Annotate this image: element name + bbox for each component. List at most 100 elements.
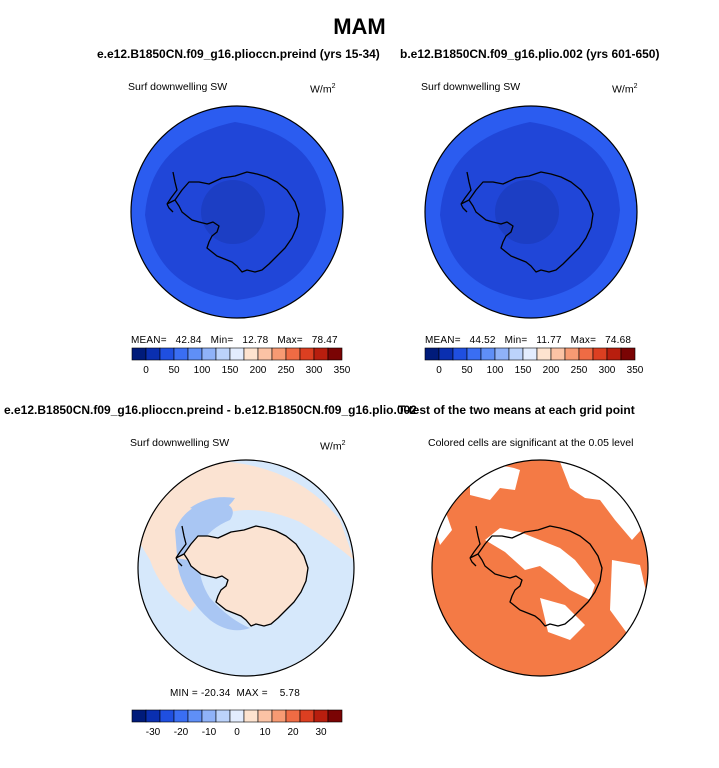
colorbar-tick-label: 0 (143, 365, 149, 376)
panel3-title: e.e12.B1850CN.f09_g16.plioccn.preind - b… (4, 403, 417, 417)
colorbar-tick-label: 300 (599, 365, 616, 376)
colorbar-swatch (592, 347, 608, 361)
colorbar-tick-label: 250 (571, 365, 588, 376)
colorbar-swatch (313, 347, 329, 361)
colorbar-tick-label: 300 (306, 365, 323, 376)
colorbar-tick-label: 200 (250, 365, 267, 376)
colorbar-tick-label: -10 (202, 727, 217, 738)
panel1-colorbar: 0 50 100 150 200 250 300 350 (131, 347, 351, 376)
panel1-map-border (130, 105, 344, 319)
colorbar-tick-label: -20 (174, 727, 189, 738)
colorbar-swatch (522, 347, 538, 361)
colorbar-tick-label: 250 (278, 365, 295, 376)
panel2-units: W/m2 (612, 83, 638, 96)
colorbar-swatch (145, 347, 161, 361)
colorbar-swatch (299, 709, 315, 723)
panel4-map (431, 459, 649, 677)
colorbar-tick-label: 150 (515, 365, 532, 376)
colorbar-tick-label: 200 (543, 365, 560, 376)
colorbar-swatch (424, 347, 440, 361)
panel3-map-border (137, 459, 355, 677)
colorbar-swatch (564, 347, 580, 361)
colorbar-swatch (271, 709, 287, 723)
colorbar-swatch (187, 347, 203, 361)
colorbar-swatch (173, 709, 189, 723)
colorbar-swatch (285, 709, 301, 723)
colorbar-swatch (159, 709, 175, 723)
panel1-variable: Surf downwelling SW (128, 81, 228, 93)
panel3-variable: Surf downwelling SW (130, 437, 230, 449)
colorbar-swatch (159, 347, 175, 361)
colorbar-tick-label: 50 (461, 365, 473, 376)
panel4-nonsignificant-patch (485, 528, 595, 600)
colorbar-swatch (131, 709, 147, 723)
panel1-units: W/m2 (310, 83, 336, 96)
colorbar-tick-label: 10 (259, 727, 271, 738)
colorbar-swatch (494, 347, 510, 361)
colorbar-swatch (131, 347, 147, 361)
colorbar-swatch (201, 709, 217, 723)
colorbar-swatch (229, 709, 245, 723)
colorbar-swatch (620, 347, 636, 361)
colorbar-swatch (285, 347, 301, 361)
colorbar-tick-label: 350 (334, 365, 351, 376)
panel1-map (130, 105, 344, 319)
colorbar-tick-label: 0 (234, 727, 240, 738)
panel3-positive-region (138, 462, 354, 612)
colorbar-swatch (508, 347, 524, 361)
colorbar-tick-label: 50 (168, 365, 180, 376)
colorbar-swatch (327, 347, 343, 361)
panel3-negative-patch (190, 497, 235, 514)
panel4-title: T-test of the two means at each grid poi… (398, 403, 635, 417)
colorbar-swatch (201, 347, 217, 361)
panel2-center-low (495, 180, 559, 244)
colorbar-tick-label: 350 (627, 365, 644, 376)
panel3-stats: MIN = -20.34 MAX = 5.78 (170, 688, 300, 699)
panel4-map-border (431, 459, 649, 677)
panel2-stats: MEAN= 44.52 Min= 11.77 Max= 74.68 (425, 335, 632, 346)
colorbar-swatch (173, 347, 189, 361)
colorbar-swatch (257, 347, 273, 361)
panel1-title: e.e12.B1850CN.f09_g16.plioccn.preind (yr… (97, 47, 380, 61)
panel4-subtitle: Colored cells are significant at the 0.0… (428, 437, 634, 449)
panel3-units: W/m2 (320, 440, 346, 453)
colorbar-swatch (243, 347, 259, 361)
panel1-stats: MEAN= 42.84 Min= 12.78 Max= 78.47 (131, 335, 338, 346)
colorbar-tick-label: -30 (146, 727, 161, 738)
colorbar-swatch (313, 709, 329, 723)
colorbar-swatch (480, 347, 496, 361)
colorbar-swatch (606, 347, 622, 361)
colorbar-tick-label: 30 (315, 727, 327, 738)
panel2-variable: Surf downwelling SW (421, 81, 521, 93)
colorbar-swatch (550, 347, 566, 361)
colorbar-tick-label: 100 (194, 365, 211, 376)
colorbar-swatch (243, 709, 259, 723)
panel2-title: b.e12.B1850CN.f09_g16.plio.002 (yrs 601-… (400, 47, 660, 61)
colorbar-tick-label: 100 (487, 365, 504, 376)
colorbar-swatch (145, 709, 161, 723)
colorbar-swatch (466, 347, 482, 361)
page-title: MAM (333, 14, 386, 39)
panel4-nonsignificant-patch (540, 598, 585, 640)
colorbar-tick-label: 20 (287, 727, 299, 738)
colorbar-swatch (299, 347, 315, 361)
colorbar-swatch (536, 347, 552, 361)
colorbar-swatch (229, 347, 245, 361)
colorbar-swatch (215, 709, 231, 723)
panel2-map-border (424, 105, 638, 319)
colorbar-swatch (327, 709, 343, 723)
colorbar-swatch (271, 347, 287, 361)
colorbar-swatch (215, 347, 231, 361)
panel3-negative-region (175, 500, 250, 631)
panel2-map (424, 105, 638, 319)
colorbar-swatch (438, 347, 454, 361)
panel3-map (137, 459, 355, 677)
colorbar-tick-label: 150 (222, 365, 239, 376)
panel3-colorbar: -30 -20 -10 0 10 20 30 (131, 709, 343, 738)
panel1-center-low (201, 180, 265, 244)
panel2-colorbar: 0 50 100 150 200 250 300 350 (424, 347, 644, 376)
colorbar-swatch (452, 347, 468, 361)
colorbar-swatch (257, 709, 273, 723)
panel3-continent-fill (176, 526, 308, 626)
